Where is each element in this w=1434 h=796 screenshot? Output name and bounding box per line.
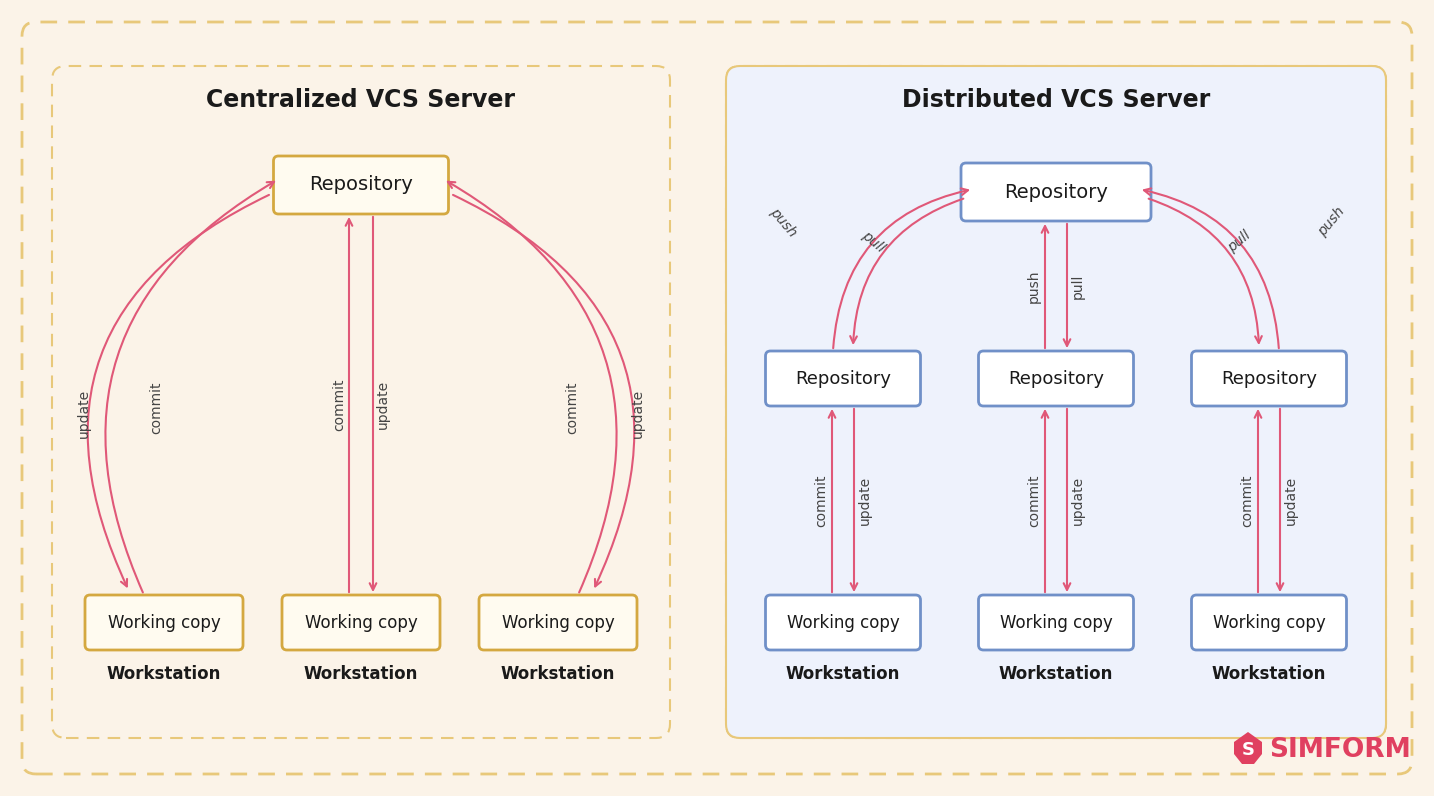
- Text: update: update: [1283, 476, 1298, 525]
- Text: Working copy: Working copy: [502, 614, 614, 631]
- Text: Working copy: Working copy: [787, 614, 899, 631]
- Text: Working copy: Working copy: [108, 614, 221, 631]
- Text: Workstation: Workstation: [106, 665, 221, 683]
- FancyBboxPatch shape: [978, 595, 1133, 650]
- Text: update: update: [376, 380, 390, 429]
- Text: pull: pull: [1071, 273, 1086, 298]
- Text: Working copy: Working copy: [999, 614, 1113, 631]
- Text: commit: commit: [1027, 474, 1041, 527]
- Polygon shape: [1235, 732, 1262, 764]
- FancyBboxPatch shape: [726, 66, 1387, 738]
- FancyBboxPatch shape: [282, 595, 440, 650]
- FancyBboxPatch shape: [479, 595, 637, 650]
- FancyBboxPatch shape: [1192, 351, 1347, 406]
- Text: commit: commit: [1240, 474, 1253, 527]
- FancyBboxPatch shape: [766, 595, 921, 650]
- Text: Workstation: Workstation: [304, 665, 419, 683]
- Text: update: update: [77, 388, 90, 438]
- Text: Repository: Repository: [310, 175, 413, 194]
- Text: push: push: [1315, 205, 1347, 240]
- Text: Repository: Repository: [1004, 182, 1108, 201]
- Text: commit: commit: [333, 378, 346, 431]
- Text: Workstation: Workstation: [786, 665, 901, 683]
- Text: Repository: Repository: [794, 369, 891, 388]
- Text: update: update: [631, 388, 645, 438]
- FancyBboxPatch shape: [766, 351, 921, 406]
- Text: commit: commit: [565, 382, 579, 435]
- Text: Workstation: Workstation: [1212, 665, 1326, 683]
- Text: Centralized VCS Server: Centralized VCS Server: [206, 88, 515, 112]
- Text: Working copy: Working copy: [1213, 614, 1325, 631]
- Text: push: push: [767, 205, 799, 240]
- Text: pull: pull: [859, 228, 888, 256]
- Text: S: S: [1242, 741, 1255, 759]
- Text: commit: commit: [815, 474, 827, 527]
- FancyBboxPatch shape: [978, 351, 1133, 406]
- Text: push: push: [1027, 269, 1041, 302]
- Text: Working copy: Working copy: [304, 614, 417, 631]
- Text: Repository: Repository: [1220, 369, 1316, 388]
- Text: pull: pull: [1225, 228, 1253, 256]
- Text: update: update: [1071, 476, 1086, 525]
- FancyBboxPatch shape: [274, 156, 449, 214]
- Text: Workstation: Workstation: [999, 665, 1113, 683]
- Text: commit: commit: [149, 382, 163, 435]
- Text: Repository: Repository: [1008, 369, 1104, 388]
- Text: Workstation: Workstation: [500, 665, 615, 683]
- Text: SIMFORM: SIMFORM: [1269, 737, 1411, 763]
- Text: Distributed VCS Server: Distributed VCS Server: [902, 88, 1210, 112]
- FancyBboxPatch shape: [85, 595, 242, 650]
- FancyBboxPatch shape: [961, 163, 1152, 221]
- FancyBboxPatch shape: [1192, 595, 1347, 650]
- Text: update: update: [858, 476, 872, 525]
